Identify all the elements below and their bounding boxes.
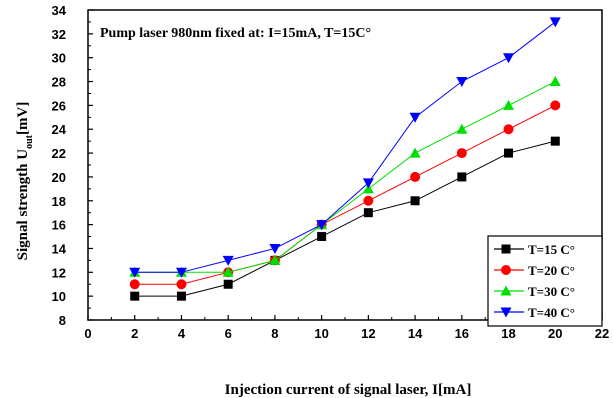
legend-label: T=30 C° bbox=[528, 284, 575, 299]
data-point bbox=[409, 147, 421, 158]
y-tick-label: 32 bbox=[52, 27, 66, 42]
data-point bbox=[503, 99, 515, 110]
y-axis-title: Signal strength Uout[mV] bbox=[15, 102, 35, 261]
data-point bbox=[550, 100, 561, 111]
legend-label: T=15 C° bbox=[528, 242, 575, 257]
series-layer bbox=[129, 17, 561, 301]
data-point bbox=[317, 232, 327, 242]
data-point bbox=[362, 178, 374, 189]
data-point bbox=[176, 279, 187, 290]
data-point bbox=[550, 136, 560, 146]
data-point bbox=[409, 112, 421, 123]
data-point bbox=[457, 172, 467, 182]
data-point bbox=[456, 123, 468, 134]
data-point bbox=[269, 254, 281, 265]
y-tick-label: 14 bbox=[52, 241, 67, 256]
y-tick-label: 30 bbox=[52, 51, 66, 66]
data-point bbox=[456, 77, 468, 88]
data-point bbox=[363, 208, 373, 218]
x-tick-label: 20 bbox=[548, 326, 562, 341]
legend-item: T=15 C° bbox=[494, 242, 575, 257]
legend-marker bbox=[501, 265, 511, 275]
legend-item: T=30 C° bbox=[494, 284, 575, 299]
x-axis: 0 2 4 6 8 10 12 14 16 18 20 22 bbox=[84, 315, 609, 341]
chart-annotation: Pump laser 980nm fixed at: I=15mA, T=15C… bbox=[100, 26, 371, 41]
x-tick-label: 10 bbox=[314, 326, 328, 341]
y-tick-label: 16 bbox=[52, 218, 66, 233]
data-point bbox=[316, 220, 328, 231]
y-tick-label: 20 bbox=[52, 170, 66, 185]
y-axis-title-unit: [mV] bbox=[15, 102, 31, 135]
x-tick-label: 6 bbox=[225, 326, 232, 341]
x-tick-label: 12 bbox=[361, 326, 375, 341]
data-point bbox=[549, 17, 561, 28]
y-axis: 8 10 12 14 16 18 20 22 24 26 28 30 32 34 bbox=[52, 3, 93, 328]
y-axis-title-subscript: out bbox=[24, 134, 35, 149]
y-tick-label: 28 bbox=[52, 75, 66, 90]
legend: T=15 C° T=20 C° T=30 C° T=40 C° bbox=[487, 235, 603, 327]
legend-label: T=40 C° bbox=[528, 305, 575, 320]
x-tick-label: 16 bbox=[455, 326, 469, 341]
y-tick-label: 18 bbox=[52, 194, 66, 209]
data-point bbox=[269, 243, 281, 254]
data-point bbox=[363, 195, 374, 206]
y-tick-label: 8 bbox=[59, 313, 66, 328]
legend-item: T=40 C° bbox=[494, 305, 575, 320]
data-point bbox=[175, 267, 187, 278]
x-tick-label: 8 bbox=[271, 326, 278, 341]
x-tick-label: 2 bbox=[131, 326, 138, 341]
x-tick-label: 18 bbox=[501, 326, 515, 341]
data-point bbox=[549, 76, 561, 87]
y-tick-label: 22 bbox=[52, 146, 66, 161]
series-line bbox=[134, 21, 556, 273]
data-point bbox=[456, 148, 467, 159]
x-tick-label: 22 bbox=[595, 326, 609, 341]
legend-marker bbox=[500, 307, 512, 318]
data-point bbox=[410, 196, 420, 206]
data-point bbox=[176, 291, 186, 301]
data-point bbox=[130, 291, 140, 301]
data-point bbox=[503, 53, 515, 64]
x-tick-label: 4 bbox=[178, 326, 186, 341]
data-point bbox=[129, 279, 140, 290]
y-tick-label: 26 bbox=[52, 98, 66, 113]
data-point bbox=[503, 124, 514, 135]
legend-item: T=20 C° bbox=[494, 263, 575, 278]
legend-label: T=20 C° bbox=[528, 263, 575, 278]
series-4 bbox=[129, 17, 561, 278]
data-point bbox=[504, 148, 514, 158]
x-tick-label: 0 bbox=[84, 326, 91, 341]
y-axis-title-main: Signal strength U bbox=[15, 149, 31, 261]
y-tick-label: 24 bbox=[52, 122, 67, 137]
series-line bbox=[134, 140, 556, 297]
series-line bbox=[134, 81, 556, 273]
series-line bbox=[134, 104, 556, 285]
data-point bbox=[222, 255, 234, 266]
x-tick-label: 14 bbox=[408, 326, 423, 341]
data-point bbox=[129, 267, 141, 278]
y-tick-label: 12 bbox=[52, 265, 66, 280]
data-point bbox=[410, 171, 421, 182]
data-point bbox=[223, 279, 233, 289]
legend-marker bbox=[500, 285, 512, 296]
data-point bbox=[222, 266, 234, 277]
y-tick-label: 10 bbox=[52, 289, 66, 304]
x-axis-title: Injection current of signal laser, I[mA] bbox=[225, 382, 472, 398]
y-tick-label: 34 bbox=[52, 3, 67, 18]
legend-marker bbox=[501, 244, 511, 254]
